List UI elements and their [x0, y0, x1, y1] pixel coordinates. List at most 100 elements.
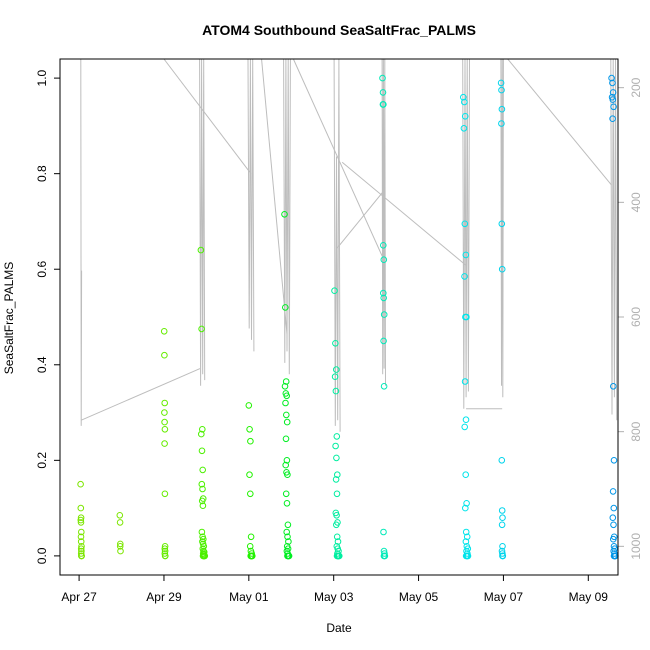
data-points — [77, 74, 619, 560]
x-tick-label: May 05 — [399, 590, 439, 604]
data-point — [498, 547, 506, 555]
data-point — [380, 289, 387, 297]
x-tick-label: Apr 27 — [61, 590, 97, 604]
data-point — [246, 426, 253, 433]
data-point — [198, 497, 206, 505]
data-point — [332, 340, 339, 347]
altitude-transit-line — [336, 190, 385, 249]
data-point — [282, 461, 290, 469]
data-point — [333, 433, 341, 440]
data-point — [199, 502, 207, 510]
data-point — [462, 251, 470, 259]
data-point — [285, 538, 292, 545]
data-point — [333, 533, 341, 541]
data-point — [117, 547, 124, 555]
data-point — [282, 399, 289, 407]
data-point — [282, 435, 290, 443]
y-tick-label: 0.8 — [35, 165, 49, 182]
altitude-profile — [333, 58, 341, 432]
altitude-transit-line — [507, 58, 613, 186]
data-point — [463, 500, 470, 507]
altitude-transit-line — [261, 58, 288, 335]
data-point — [609, 488, 617, 495]
data-point — [247, 490, 254, 498]
data-point — [116, 519, 124, 526]
data-point — [334, 471, 341, 479]
data-point — [498, 86, 505, 94]
data-point — [463, 533, 471, 541]
data-point — [499, 552, 507, 560]
data-point — [201, 552, 209, 560]
data-point — [461, 113, 469, 120]
y-axis-label: SeaSaltFrac_PALMS — [2, 262, 16, 375]
data-point — [161, 426, 169, 433]
altitude-profile — [80, 58, 83, 426]
data-point — [609, 79, 616, 87]
data-point — [333, 366, 340, 373]
data-point — [77, 514, 85, 522]
data-point — [283, 418, 291, 426]
altitude-transit-line — [341, 161, 467, 266]
data-point — [200, 547, 207, 555]
data-point — [198, 447, 206, 455]
data-point — [462, 528, 470, 536]
data-point — [333, 454, 340, 462]
data-point — [160, 328, 168, 335]
data-point — [78, 552, 85, 560]
data-point — [161, 545, 169, 553]
data-point — [380, 383, 388, 390]
data-point — [461, 273, 468, 280]
altitude-transit-line — [163, 58, 252, 174]
data-point — [380, 528, 387, 536]
data-point — [161, 550, 169, 557]
data-point — [161, 409, 168, 416]
data-point — [247, 533, 255, 541]
data-point — [200, 548, 208, 556]
y-tick-label: 0.4 — [35, 356, 49, 373]
data-point — [498, 457, 506, 464]
data-point — [610, 521, 617, 529]
data-point — [248, 552, 256, 560]
data-point — [331, 287, 338, 295]
y-tick-label: 0.6 — [35, 261, 49, 278]
data-point — [499, 550, 506, 557]
data-point — [497, 79, 505, 87]
data-point — [78, 547, 85, 555]
chart-title: ATOM4 Southbound SeaSaltFrac_PALMS — [202, 22, 476, 38]
data-point — [333, 521, 340, 529]
x-tick-label: May 07 — [484, 590, 524, 604]
data-point — [245, 402, 253, 409]
data-point — [198, 430, 205, 438]
data-point — [246, 543, 254, 550]
data-point — [498, 507, 506, 514]
data-point — [283, 457, 291, 464]
data-point — [161, 440, 168, 447]
data-point — [199, 466, 206, 474]
data-point — [609, 89, 617, 96]
data-point — [334, 538, 342, 545]
data-point — [283, 411, 290, 419]
data-point — [610, 535, 617, 543]
data-point — [498, 265, 506, 273]
data-point — [77, 550, 85, 557]
data-point — [462, 471, 470, 479]
data-point — [332, 442, 339, 450]
data-point — [499, 543, 506, 550]
data-point — [331, 373, 339, 381]
data-point — [161, 351, 168, 359]
data-point — [284, 552, 292, 560]
data-point — [610, 383, 617, 390]
data-point — [461, 220, 469, 228]
data-point — [77, 516, 85, 524]
data-point — [610, 103, 617, 111]
altitude-profile — [199, 58, 206, 386]
data-point — [116, 543, 124, 550]
plot-frame — [59, 58, 619, 576]
altitude-transit-line — [81, 368, 201, 421]
data-point — [77, 538, 85, 545]
data-point — [462, 504, 469, 512]
data-point — [161, 543, 169, 550]
data-point — [498, 521, 506, 529]
data-point — [460, 125, 468, 132]
